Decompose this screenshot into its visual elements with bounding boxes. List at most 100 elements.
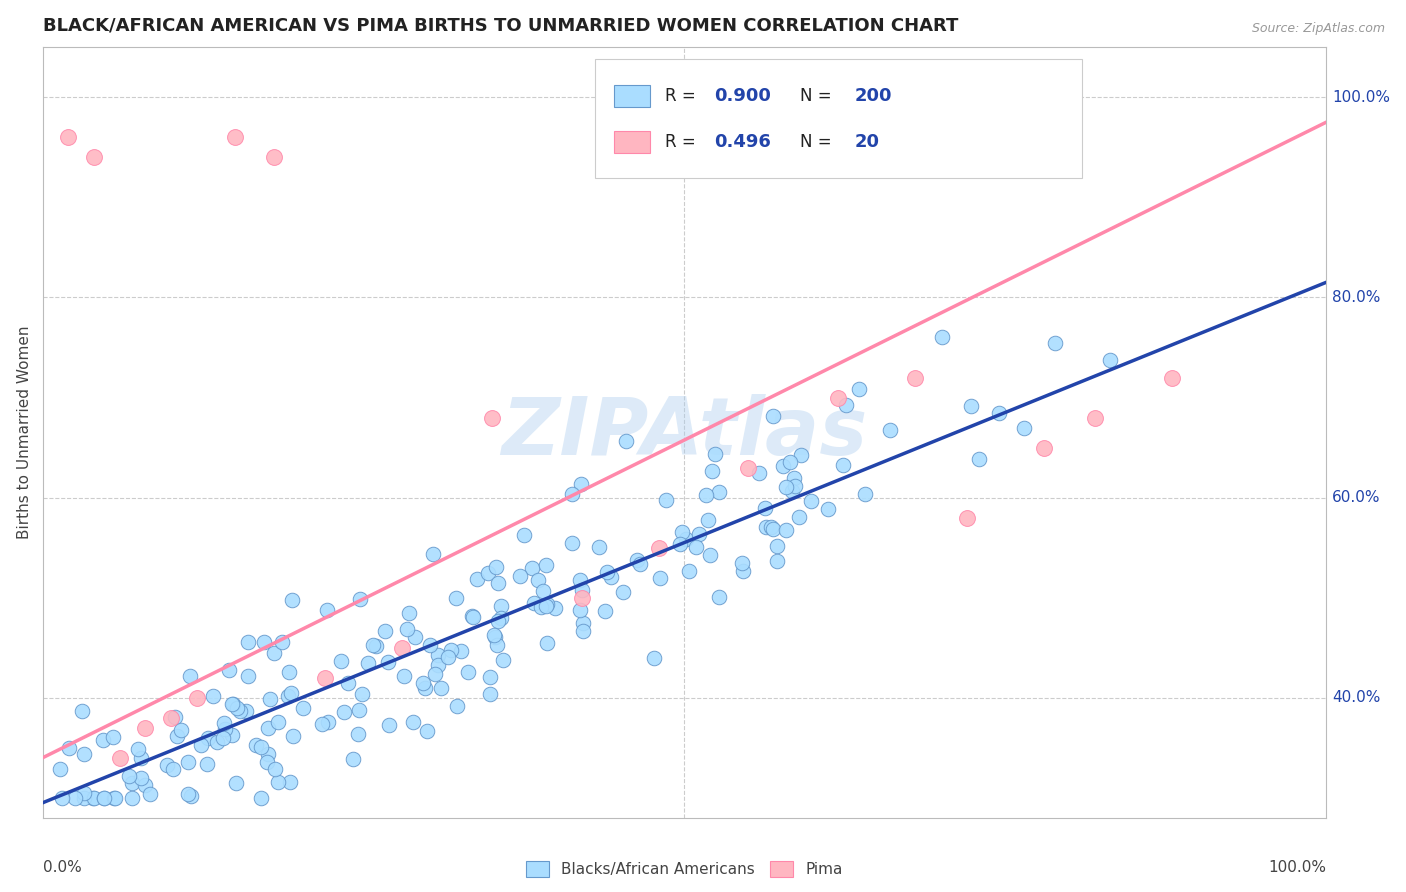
Point	[186, 690, 208, 705]
Point	[212, 715, 235, 730]
Point	[162, 762, 184, 776]
Point	[492, 652, 515, 666]
Point	[190, 738, 212, 752]
Point	[748, 466, 770, 480]
Text: ZIPAtlas: ZIPAtlas	[501, 393, 868, 472]
Point	[377, 717, 399, 731]
Point	[704, 447, 727, 461]
Point	[347, 727, 370, 741]
Point	[479, 687, 502, 701]
Point	[707, 591, 730, 605]
Point	[588, 540, 610, 554]
Point	[235, 704, 257, 718]
Point	[783, 471, 806, 485]
Point	[250, 790, 273, 805]
Point	[352, 687, 374, 701]
Point	[412, 676, 434, 690]
Point	[647, 541, 669, 555]
Point	[329, 654, 352, 668]
Point	[205, 734, 228, 748]
Point	[527, 573, 550, 587]
Point	[571, 624, 593, 638]
Point	[129, 750, 152, 764]
Point	[561, 487, 583, 501]
Text: 0.900: 0.900	[714, 87, 770, 105]
Point	[614, 434, 637, 449]
Point	[332, 705, 354, 719]
Point	[160, 711, 183, 725]
Point	[58, 740, 80, 755]
Point	[177, 787, 200, 801]
Point	[419, 638, 441, 652]
Point	[257, 747, 280, 761]
Point	[478, 671, 501, 685]
Point	[103, 730, 125, 744]
Point	[256, 755, 278, 769]
Point	[987, 406, 1010, 420]
Point	[879, 423, 901, 437]
Point	[544, 600, 567, 615]
Point	[93, 790, 115, 805]
Point	[156, 758, 179, 772]
Point	[177, 755, 200, 769]
Point	[762, 522, 785, 536]
Point	[612, 585, 634, 599]
Point	[817, 501, 839, 516]
Point	[121, 790, 143, 805]
Point	[461, 610, 484, 624]
Point	[401, 714, 423, 729]
Point	[315, 603, 337, 617]
Point	[311, 717, 333, 731]
Point	[221, 728, 243, 742]
Point	[731, 564, 754, 578]
Point	[342, 752, 364, 766]
FancyBboxPatch shape	[614, 131, 650, 153]
Point	[425, 667, 447, 681]
Point	[780, 484, 803, 499]
Point	[214, 722, 236, 736]
Text: N =: N =	[800, 133, 837, 151]
Point	[134, 721, 156, 735]
Point	[201, 689, 224, 703]
Point	[513, 527, 536, 541]
Point	[628, 557, 651, 571]
FancyBboxPatch shape	[595, 59, 1083, 178]
Point	[955, 510, 977, 524]
Text: 100.0%: 100.0%	[1268, 860, 1326, 875]
Point	[457, 665, 479, 680]
Point	[72, 704, 94, 718]
Point	[291, 701, 314, 715]
Point	[754, 501, 776, 516]
Text: R =: R =	[665, 133, 702, 151]
Point	[264, 762, 287, 776]
Text: 100.0%: 100.0%	[1333, 90, 1391, 105]
Text: Source: ZipAtlas.com: Source: ZipAtlas.com	[1251, 22, 1385, 36]
FancyBboxPatch shape	[614, 85, 650, 107]
Point	[485, 560, 508, 574]
Point	[218, 663, 240, 677]
Point	[277, 690, 299, 704]
Point	[427, 657, 450, 672]
Point	[450, 644, 472, 658]
Point	[391, 640, 413, 655]
Point	[853, 487, 876, 501]
Point	[225, 700, 247, 714]
Point	[280, 685, 302, 699]
Point	[51, 790, 73, 805]
Point	[834, 398, 856, 412]
Point	[571, 591, 593, 605]
Point	[669, 537, 692, 551]
Point	[626, 553, 648, 567]
Point	[482, 628, 505, 642]
Point	[170, 723, 193, 738]
Point	[761, 519, 783, 533]
Point	[1043, 336, 1066, 351]
Point	[960, 399, 983, 413]
Point	[444, 591, 467, 605]
Y-axis label: Births to Unmarried Women: Births to Unmarried Women	[17, 326, 32, 540]
Point	[195, 756, 218, 771]
Point	[277, 665, 299, 679]
Text: 40.0%: 40.0%	[1333, 690, 1381, 706]
Point	[520, 561, 543, 575]
Point	[238, 669, 260, 683]
